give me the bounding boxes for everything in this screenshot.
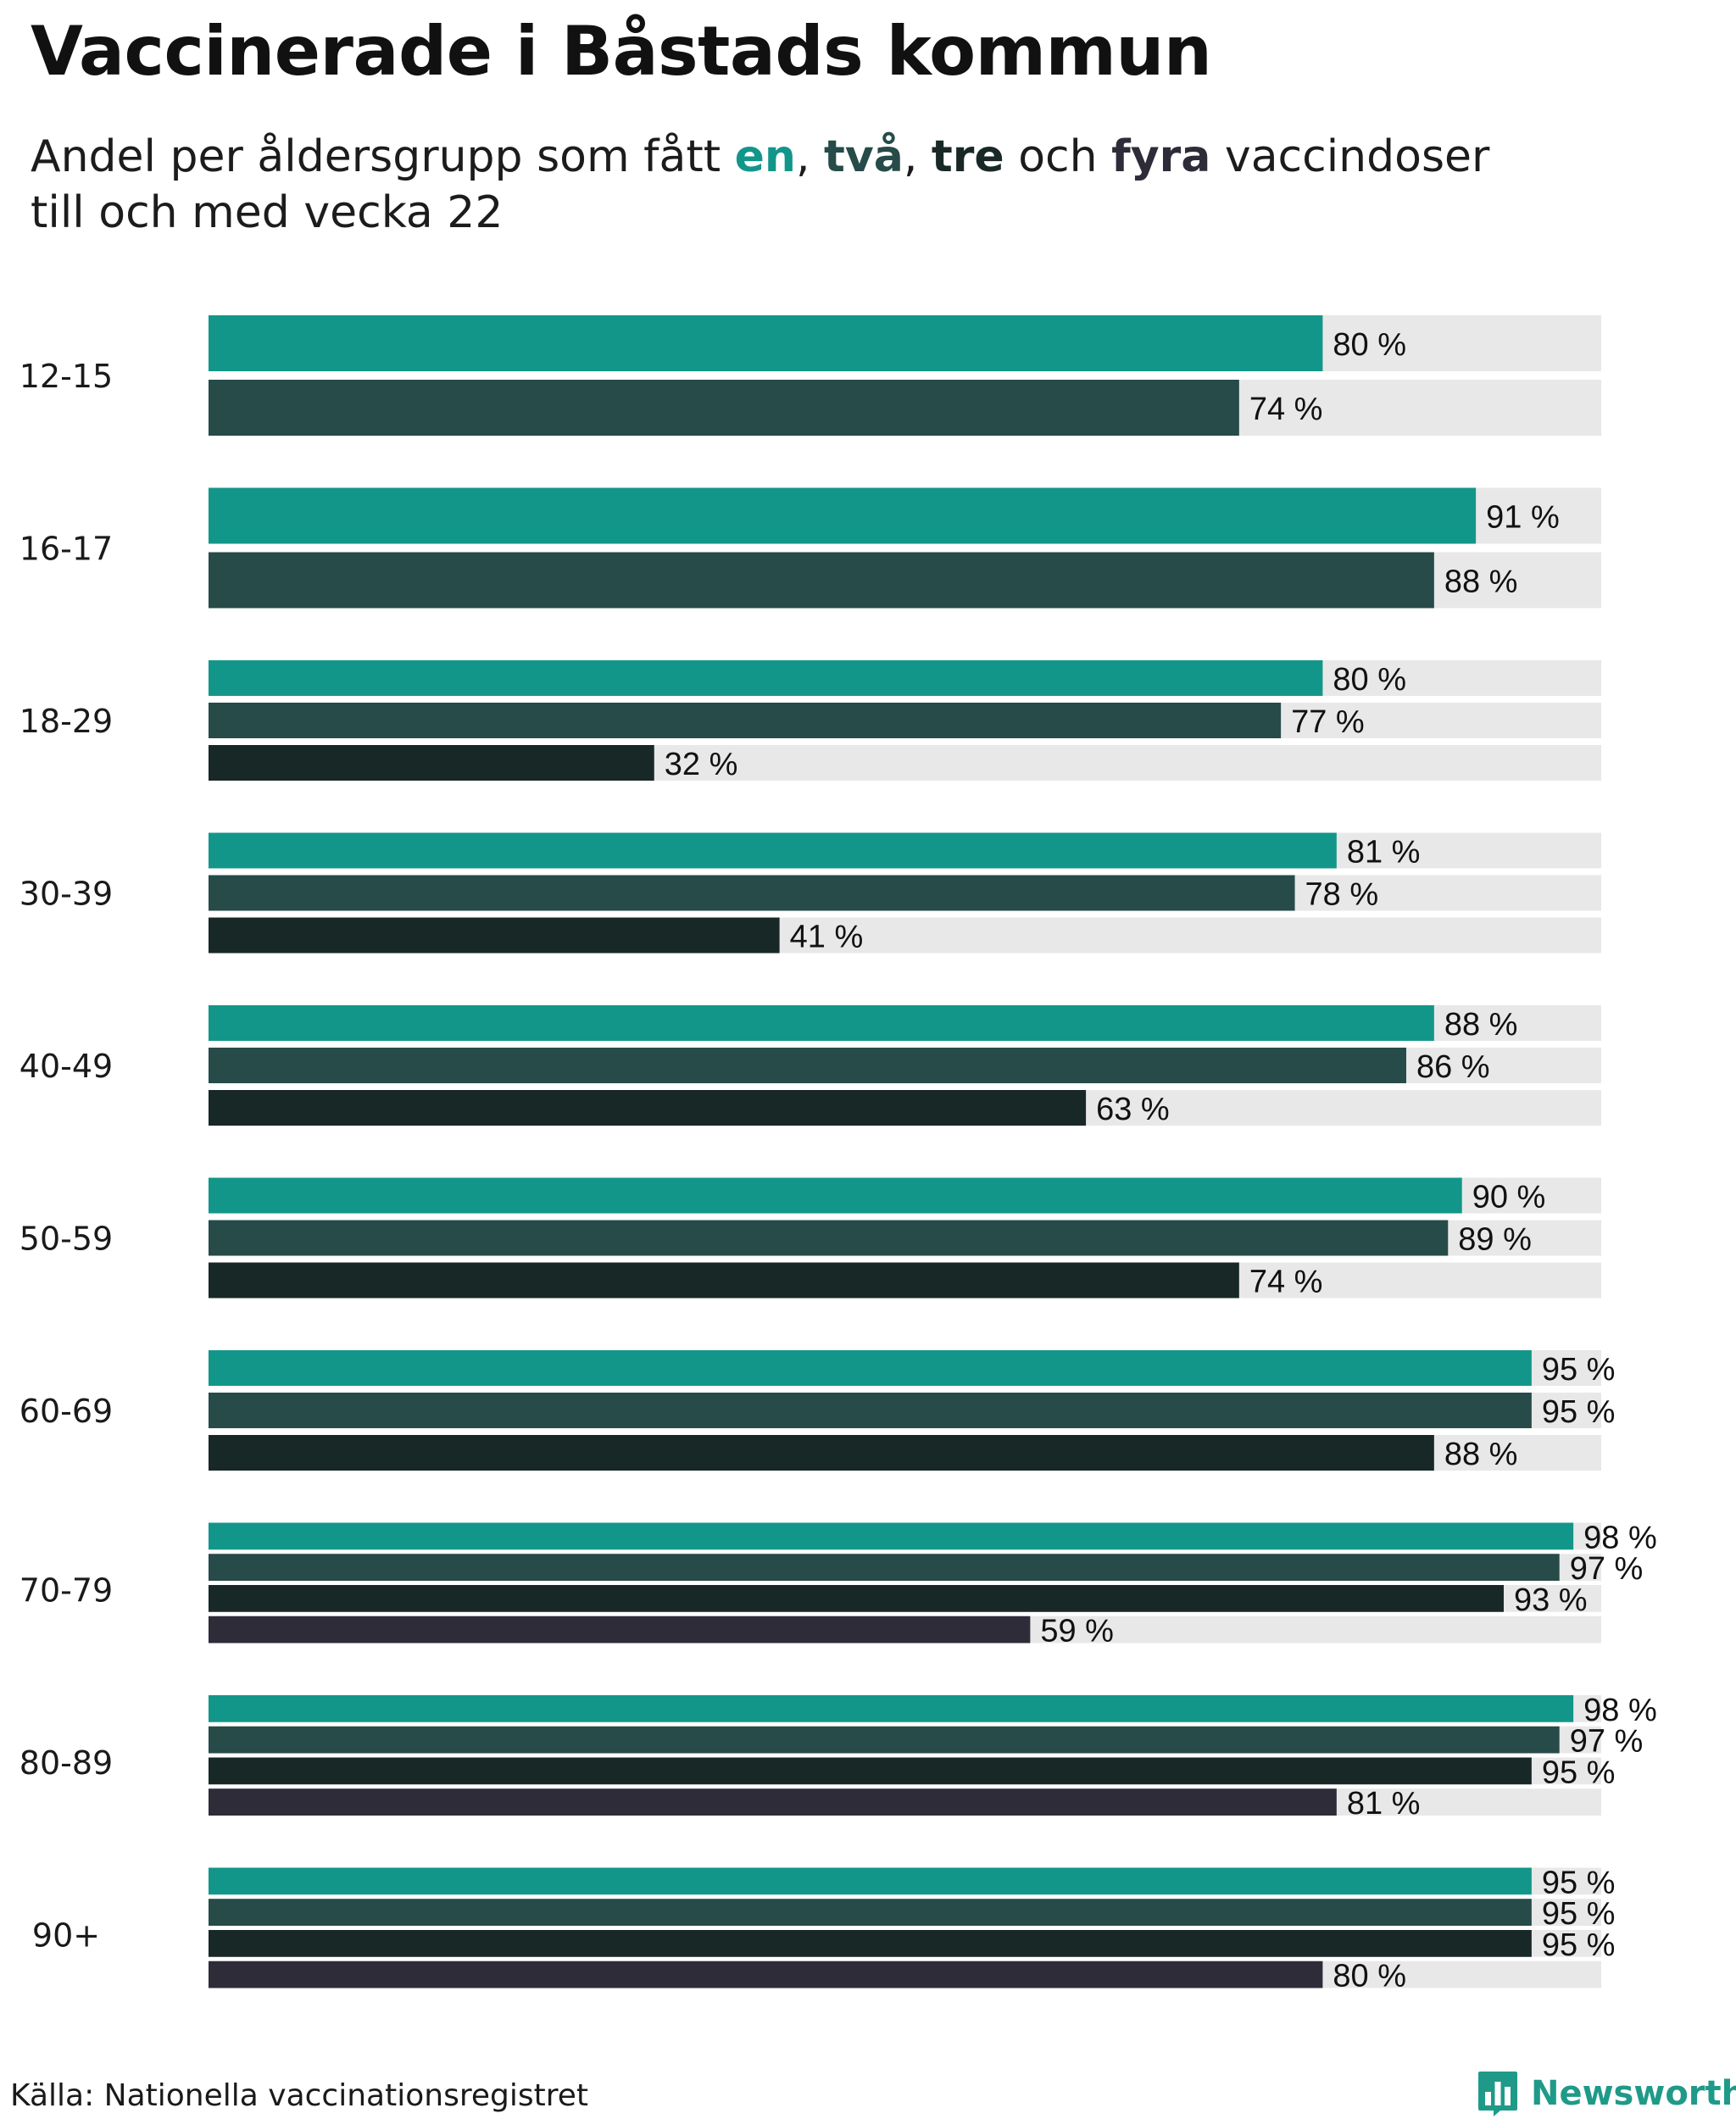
subtitle-separator: , bbox=[903, 131, 932, 182]
brand-name: Newsworthy bbox=[1531, 2074, 1736, 2113]
value-label: 97 % bbox=[1570, 1551, 1644, 1587]
bar-tre bbox=[209, 1585, 1504, 1612]
value-label: 95 % bbox=[1542, 1352, 1616, 1388]
age-group-label: 16-17 bbox=[19, 531, 113, 568]
bar-en bbox=[209, 315, 1323, 371]
bar-en bbox=[209, 1867, 1532, 1895]
subtitle-text: och bbox=[1004, 131, 1112, 182]
bar-tre bbox=[209, 1090, 1087, 1126]
value-label: 95 % bbox=[1542, 1865, 1616, 1900]
value-label: 81 % bbox=[1347, 835, 1421, 870]
value-label: 32 % bbox=[665, 747, 738, 782]
value-label: 74 % bbox=[1249, 392, 1323, 427]
age-group: 12-15 80 % 74 % bbox=[19, 315, 1601, 436]
value-label: 88 % bbox=[1444, 1007, 1518, 1043]
value-label: 97 % bbox=[1570, 1724, 1644, 1760]
bar-fyra bbox=[209, 1616, 1031, 1643]
value-label: 59 % bbox=[1040, 1614, 1114, 1649]
value-label: 98 % bbox=[1583, 1520, 1657, 1555]
age-group-label: 60-69 bbox=[19, 1393, 113, 1430]
age-group-label: 40-49 bbox=[19, 1048, 113, 1085]
bar-chart-logo-icon bbox=[1478, 2072, 1517, 2116]
brand-logo: Newsworthy bbox=[1477, 2070, 1736, 2117]
value-label: 80 % bbox=[1333, 662, 1406, 698]
bar-tva bbox=[209, 1220, 1449, 1256]
bar-tva bbox=[209, 1726, 1560, 1754]
dose-key-fyra: fyra bbox=[1111, 131, 1211, 182]
age-group: 90+95 %95 %95 %80 % bbox=[32, 1865, 1616, 1994]
age-group: 80-89 98 %97 %95 % 81 % bbox=[19, 1693, 1657, 1821]
value-label: 95 % bbox=[1542, 1394, 1616, 1430]
bar-tre bbox=[209, 917, 780, 954]
value-label: 74 % bbox=[1249, 1265, 1323, 1300]
value-label: 80 % bbox=[1333, 327, 1406, 363]
value-label: 81 % bbox=[1347, 1786, 1421, 1821]
chart-subtitle: Andel per åldersgrupp som fått en, två, … bbox=[31, 129, 1556, 241]
source-note: Källa: Nationella vaccinationsregistret bbox=[10, 2078, 588, 2113]
bar-fyra bbox=[209, 1960, 1323, 1988]
bar-en bbox=[209, 1522, 1574, 1550]
subtitle-text: Andel per åldersgrupp som fått bbox=[31, 131, 735, 182]
bar-tva bbox=[209, 875, 1295, 911]
value-label: 93 % bbox=[1514, 1582, 1588, 1618]
age-group: 50-59 90 % 89 % 74 % bbox=[19, 1177, 1601, 1300]
bar-tva bbox=[209, 380, 1239, 436]
bar-en bbox=[209, 487, 1477, 544]
age-group-label: 18-29 bbox=[19, 703, 113, 740]
chart-title: Vaccinerade i Båstads kommun bbox=[31, 12, 1212, 91]
value-label: 63 % bbox=[1096, 1092, 1170, 1127]
value-label: 80 % bbox=[1333, 1959, 1406, 1994]
bar-tre bbox=[209, 1262, 1239, 1299]
bar-tre bbox=[209, 1435, 1434, 1471]
age-group: 16-17 91 % 88 % bbox=[19, 487, 1601, 609]
bar-fyra bbox=[209, 1788, 1337, 1816]
value-label: 78 % bbox=[1305, 877, 1379, 913]
bar-tre bbox=[209, 1930, 1532, 1957]
subtitle-text: vaccindoser bbox=[1210, 131, 1490, 182]
value-label: 95 % bbox=[1542, 1755, 1616, 1790]
value-label: 89 % bbox=[1458, 1222, 1532, 1258]
age-group: 70-79 98 %97 %93 % 59 % bbox=[19, 1520, 1657, 1649]
age-group: 18-29 80 % 77 % 32 % bbox=[19, 660, 1601, 782]
value-label: 88 % bbox=[1444, 1437, 1518, 1472]
age-group-label: 90+ bbox=[32, 1917, 100, 1955]
bar-tva bbox=[209, 1554, 1560, 1581]
bar-tre bbox=[209, 745, 654, 781]
dose-key-en: en bbox=[734, 131, 796, 182]
dose-key-tre: tre bbox=[931, 131, 1004, 182]
value-label: 98 % bbox=[1583, 1693, 1657, 1728]
value-label: 95 % bbox=[1542, 1896, 1616, 1932]
age-group-label: 80-89 bbox=[19, 1744, 113, 1782]
age-group-label: 30-39 bbox=[19, 876, 113, 913]
age-group-label: 12-15 bbox=[19, 358, 113, 395]
bar-en bbox=[209, 1005, 1434, 1041]
bar-tva bbox=[209, 1393, 1532, 1428]
bar-en bbox=[209, 1350, 1532, 1386]
bar-tva bbox=[209, 1048, 1406, 1083]
bar-en bbox=[209, 1695, 1574, 1722]
bar-tre bbox=[209, 1757, 1532, 1785]
age-group: 60-69 95 % 95 % 88 % bbox=[19, 1350, 1616, 1472]
value-label: 88 % bbox=[1444, 565, 1518, 600]
bar-en bbox=[209, 1177, 1462, 1214]
value-label: 41 % bbox=[790, 920, 864, 955]
bar-en bbox=[209, 660, 1323, 696]
bar-chart: 12-15 80 % 74 % 16-17 91 % 88 % 18-29 80 % 77 % 3… bbox=[19, 315, 1657, 1994]
bar-tva bbox=[209, 552, 1434, 609]
bar-tva bbox=[209, 703, 1282, 738]
age-group-label: 70-79 bbox=[19, 1572, 113, 1610]
subtitle-separator: , bbox=[795, 131, 825, 182]
subtitle-text: till och med vecka 22 bbox=[31, 187, 504, 238]
bar-tva bbox=[209, 1899, 1532, 1926]
age-group: 30-39 81 % 78 % 41 % bbox=[19, 832, 1601, 955]
age-group-label: 50-59 bbox=[19, 1221, 113, 1258]
value-label: 77 % bbox=[1291, 704, 1365, 740]
dose-key-tva: två bbox=[824, 131, 904, 182]
age-group: 40-49 88 % 86 % 63 % bbox=[19, 1005, 1601, 1127]
value-label: 90 % bbox=[1472, 1180, 1546, 1215]
bar-en bbox=[209, 832, 1337, 869]
value-label: 95 % bbox=[1542, 1927, 1616, 1963]
value-label: 86 % bbox=[1416, 1049, 1490, 1085]
value-label: 91 % bbox=[1486, 500, 1560, 536]
